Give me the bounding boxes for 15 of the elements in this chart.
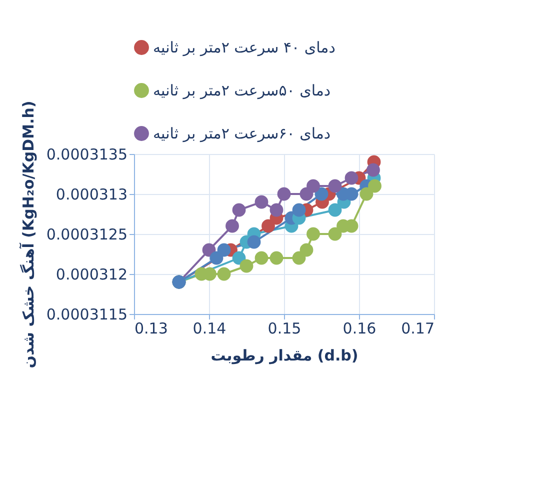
legend-label: دمای ۶۰سرعت ۲متر بر ثانیه [153,124,331,142]
legend-label: دمای ۴۰ سرعت ۲متر بر ثانیه [153,38,336,56]
y-tick-label: 0.0003125 [46,226,128,244]
x-tick-label: 0.14 [192,320,226,338]
x-axis-title: مقدار رطوبت (d.b) [210,346,358,364]
legend-label: دمای ۵۰سرعت ۲متر بر ثانیه [153,82,331,100]
x-tick-label: 0.15 [268,320,302,338]
x-tick-label: 0.13 [134,320,168,338]
y-axis-title: آهنگ خشک شدن (KgH₂o/KgDM.h) [18,100,38,368]
y-tick-label: 0.0003115 [46,306,128,324]
x-tick-label: 0.17 [401,320,434,338]
y-tick-label: 0.000313 [56,186,128,204]
y-tick-label: 0.000312 [56,266,128,284]
y-tick-label: 0.0003135 [46,146,128,164]
x-tick-label: 0.16 [342,320,376,338]
